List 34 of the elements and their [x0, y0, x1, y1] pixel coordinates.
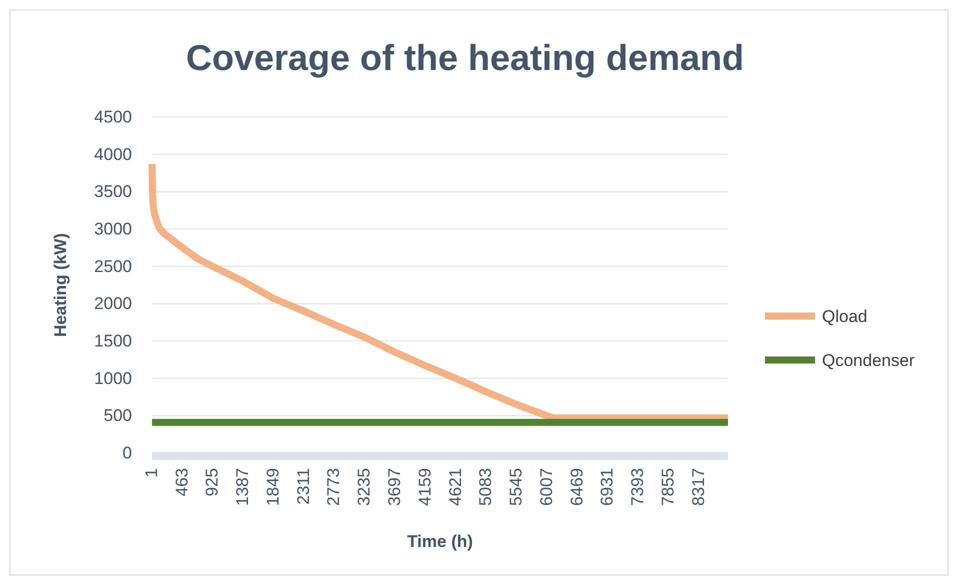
- x-tick-label: 925: [202, 468, 222, 496]
- x-tick-label: 1: [142, 468, 161, 478]
- y-tick-label: 1000: [94, 368, 132, 388]
- y-tick-label: 1500: [94, 331, 132, 350]
- x-tick-label: 6931: [598, 468, 617, 506]
- y-tick-label: 2000: [94, 294, 132, 314]
- y-tick-label: 2500: [94, 256, 132, 276]
- legend-label: Qcondenser: [822, 350, 915, 370]
- chart-title: Coverage of the heating demand: [186, 37, 744, 78]
- y-tick-label: 4000: [94, 144, 132, 164]
- x-tick-label: 2773: [324, 468, 344, 506]
- x-tick-label: 3235: [354, 468, 374, 506]
- x-tick-label: 4621: [446, 468, 465, 506]
- x-tick-label: 1849: [263, 468, 282, 506]
- x-tick-label: 7855: [658, 468, 678, 506]
- y-tick-label: 4500: [94, 107, 132, 126]
- x-tick-label: 6469: [567, 468, 586, 506]
- y-axis-title: Heating (kW): [51, 233, 70, 337]
- x-tick-label: 5083: [476, 468, 496, 506]
- x-tick-label: 1387: [233, 468, 252, 506]
- x-tick-label: 8317: [688, 468, 708, 506]
- x-tick-label: 2311: [294, 468, 313, 505]
- y-tick-label: 3000: [94, 219, 132, 238]
- y-tick-label: 0: [122, 443, 132, 462]
- x-tick-label: 4159: [415, 468, 434, 506]
- legend-label: Qload: [822, 306, 868, 326]
- y-tick-label: 3500: [94, 182, 132, 202]
- x-tick-label: 6007: [536, 468, 556, 506]
- x-tick-label: 463: [172, 468, 192, 496]
- x-tick-label: 7393: [628, 468, 648, 506]
- y-tick-label: 500: [104, 406, 132, 426]
- x-axis-title: Time (h): [407, 532, 473, 551]
- x-tick-label: 3697: [385, 468, 404, 506]
- x-tick-label: 5545: [506, 468, 526, 506]
